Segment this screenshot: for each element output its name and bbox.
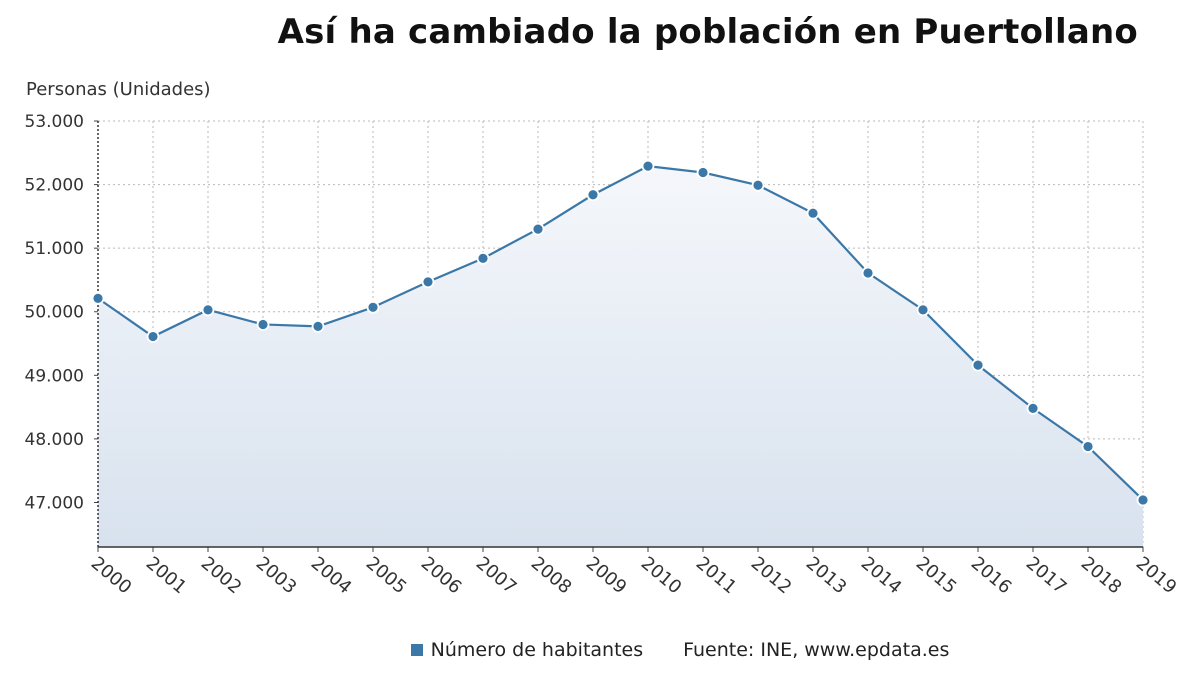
series-polyline bbox=[97, 165, 1144, 501]
data-point[interactable] bbox=[1026, 401, 1040, 415]
data-point[interactable] bbox=[1081, 440, 1095, 453]
data-point[interactable] bbox=[366, 300, 380, 314]
data-point[interactable] bbox=[201, 303, 215, 317]
series-points bbox=[91, 159, 1150, 507]
data-point[interactable] bbox=[641, 159, 655, 173]
data-point[interactable] bbox=[476, 251, 490, 265]
x-tick-label: 2006 bbox=[417, 553, 466, 599]
x-tick-label: 2018 bbox=[1077, 553, 1126, 599]
x-tick-label: 2014 bbox=[857, 553, 906, 599]
y-tick-label: 52.000 bbox=[25, 176, 84, 196]
x-tick-label: 2009 bbox=[582, 553, 631, 599]
y-tick-label: 48.000 bbox=[25, 430, 84, 450]
data-point[interactable] bbox=[751, 178, 765, 192]
data-point[interactable] bbox=[146, 330, 160, 343]
data-point[interactable] bbox=[421, 275, 435, 289]
x-tick-label: 2017 bbox=[1022, 553, 1071, 599]
x-tick-label: 2000 bbox=[87, 553, 136, 599]
legend-label: Número de habitantes bbox=[430, 639, 644, 661]
data-point[interactable] bbox=[916, 303, 930, 317]
y-tick-label: 47.000 bbox=[25, 493, 84, 513]
legend-swatch bbox=[410, 644, 423, 656]
x-tick-label: 2015 bbox=[912, 553, 961, 599]
x-tick-label: 2003 bbox=[252, 553, 301, 599]
x-tick-label: 2008 bbox=[527, 553, 576, 599]
x-tick-label: 2016 bbox=[967, 553, 1016, 599]
x-tick-label: 2011 bbox=[692, 553, 741, 599]
x-tick-label: 2004 bbox=[307, 553, 356, 599]
y-tick-label: 53.000 bbox=[25, 112, 84, 132]
data-point[interactable] bbox=[806, 206, 820, 220]
x-tick-label: 2005 bbox=[362, 553, 411, 599]
x-tick-label: 2001 bbox=[142, 553, 191, 599]
x-tick-label: 2002 bbox=[197, 553, 246, 599]
x-tick-label: 2019 bbox=[1132, 553, 1181, 599]
series-line bbox=[97, 165, 1144, 501]
axes bbox=[94, 120, 1144, 552]
area-fill bbox=[98, 166, 1143, 547]
legend-item: Número de habitantes bbox=[410, 639, 644, 661]
x-tick-label: 2013 bbox=[802, 553, 851, 599]
data-point[interactable] bbox=[256, 318, 270, 331]
x-tick-label: 2007 bbox=[472, 553, 521, 599]
data-point[interactable] bbox=[861, 266, 875, 280]
source-text: Fuente: INE, www.epdata.es bbox=[683, 639, 950, 661]
legend: Número de habitantes Fuente: INE, www.ep… bbox=[0, 639, 1200, 661]
data-point[interactable] bbox=[91, 291, 105, 305]
data-point[interactable] bbox=[1136, 493, 1150, 507]
data-point[interactable] bbox=[311, 319, 325, 333]
data-point[interactable] bbox=[696, 166, 710, 179]
chart-title: Así ha cambiado la población en Puertoll… bbox=[277, 12, 1138, 52]
area-path bbox=[98, 166, 1143, 547]
data-point[interactable] bbox=[971, 358, 985, 372]
data-point[interactable] bbox=[586, 188, 600, 202]
y-tick-label: 49.000 bbox=[25, 366, 84, 386]
x-tick-label: 2012 bbox=[747, 553, 796, 599]
data-point[interactable] bbox=[531, 222, 545, 236]
y-tick-label: 51.000 bbox=[25, 239, 84, 259]
x-tick-label: 2010 bbox=[637, 553, 686, 599]
y-axis-label: Personas (Unidades) bbox=[26, 79, 211, 100]
y-tick-label: 50.000 bbox=[25, 303, 84, 323]
